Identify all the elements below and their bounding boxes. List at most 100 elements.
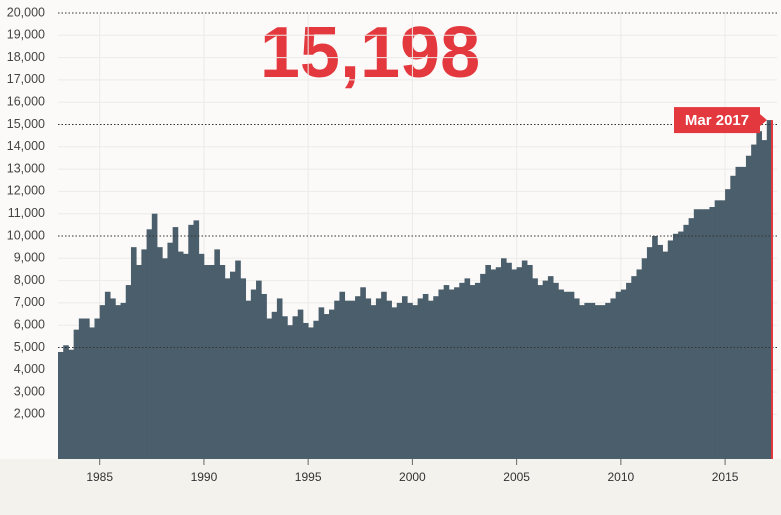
bar — [474, 282, 481, 459]
bar — [209, 264, 215, 459]
annotation-box — [674, 107, 760, 134]
bar — [761, 140, 768, 460]
bar — [672, 233, 679, 459]
bar — [78, 318, 85, 459]
bar — [657, 244, 663, 459]
y-tick-label: 6,000 — [14, 317, 45, 331]
x-tick-label: 1985 — [86, 470, 113, 484]
bar — [495, 267, 502, 459]
bar — [766, 120, 773, 460]
bar — [339, 291, 346, 459]
bar — [282, 316, 288, 459]
y-tick-label: 2,000 — [14, 407, 45, 421]
bar — [240, 278, 247, 459]
bar — [323, 314, 330, 459]
bar — [229, 271, 236, 459]
bar — [401, 296, 408, 459]
y-tick-label: 3,000 — [14, 384, 45, 398]
bar — [448, 289, 455, 459]
bar — [709, 207, 716, 459]
bar — [610, 298, 617, 459]
bar — [454, 287, 460, 459]
bar — [292, 316, 299, 459]
y-tick-label: 19,000 — [7, 28, 45, 42]
bar — [646, 247, 653, 459]
bar — [584, 302, 590, 459]
bar — [177, 251, 184, 459]
bar — [130, 247, 137, 459]
bar — [188, 224, 194, 459]
y-tick-label: 12,000 — [7, 184, 45, 198]
bar — [600, 305, 606, 459]
bar — [99, 305, 106, 459]
bar — [125, 285, 132, 459]
bar — [308, 327, 314, 459]
bar — [334, 300, 340, 459]
bar — [500, 258, 507, 459]
x-tick-label: 2015 — [712, 470, 739, 484]
bar — [110, 298, 116, 459]
bar — [605, 302, 611, 459]
bar — [417, 298, 424, 459]
bar — [704, 209, 710, 459]
bar — [162, 258, 168, 459]
bar — [547, 276, 554, 459]
bar — [386, 300, 392, 459]
bar — [172, 227, 179, 459]
bar — [469, 285, 476, 459]
bar — [558, 289, 564, 459]
bar — [271, 311, 278, 459]
bar — [151, 213, 158, 459]
bar — [381, 291, 387, 459]
y-tick-label: 14,000 — [7, 139, 45, 153]
bar — [579, 305, 585, 459]
bar — [438, 289, 445, 459]
bar — [344, 300, 351, 459]
y-tick-label: 13,000 — [7, 161, 45, 175]
y-tick-label: 16,000 — [7, 94, 45, 108]
bar — [68, 349, 75, 459]
x-tick-label: 2000 — [399, 470, 426, 484]
bar — [136, 264, 142, 459]
bar — [652, 236, 658, 459]
bar — [626, 282, 632, 459]
bar — [568, 291, 575, 459]
bar — [287, 325, 293, 459]
bar — [699, 209, 705, 459]
y-tick-label: 4,000 — [14, 362, 45, 376]
bar — [631, 276, 637, 459]
bar — [464, 278, 471, 459]
bar — [725, 189, 731, 460]
bar — [480, 273, 486, 459]
bar — [355, 296, 361, 459]
bar — [553, 282, 559, 459]
bar — [693, 209, 700, 459]
y-tick-label: 5,000 — [14, 340, 45, 354]
bar — [485, 264, 491, 459]
bar — [94, 318, 101, 459]
bar — [563, 291, 570, 459]
x-tick-label: 2005 — [503, 470, 530, 484]
bar — [459, 282, 465, 459]
bar — [266, 318, 273, 459]
bar — [688, 218, 695, 459]
bar — [297, 309, 304, 459]
bar — [422, 293, 429, 459]
y-tick-label: 7,000 — [14, 295, 45, 309]
bar — [740, 166, 747, 459]
overlay: 1985 1990 1995 2000 2005 2010 2015 2,000 3,000 4,… — [7, 5, 777, 484]
bar — [412, 305, 419, 459]
bar — [329, 309, 335, 459]
bar — [735, 166, 742, 459]
bar — [214, 249, 220, 459]
bar — [84, 318, 90, 459]
bar — [224, 278, 231, 459]
bar — [370, 305, 377, 459]
x-tick-label: 1995 — [295, 470, 322, 484]
bar — [245, 300, 252, 459]
bar — [641, 258, 648, 459]
bar — [219, 264, 226, 459]
bar — [521, 260, 528, 459]
bar — [662, 251, 669, 459]
